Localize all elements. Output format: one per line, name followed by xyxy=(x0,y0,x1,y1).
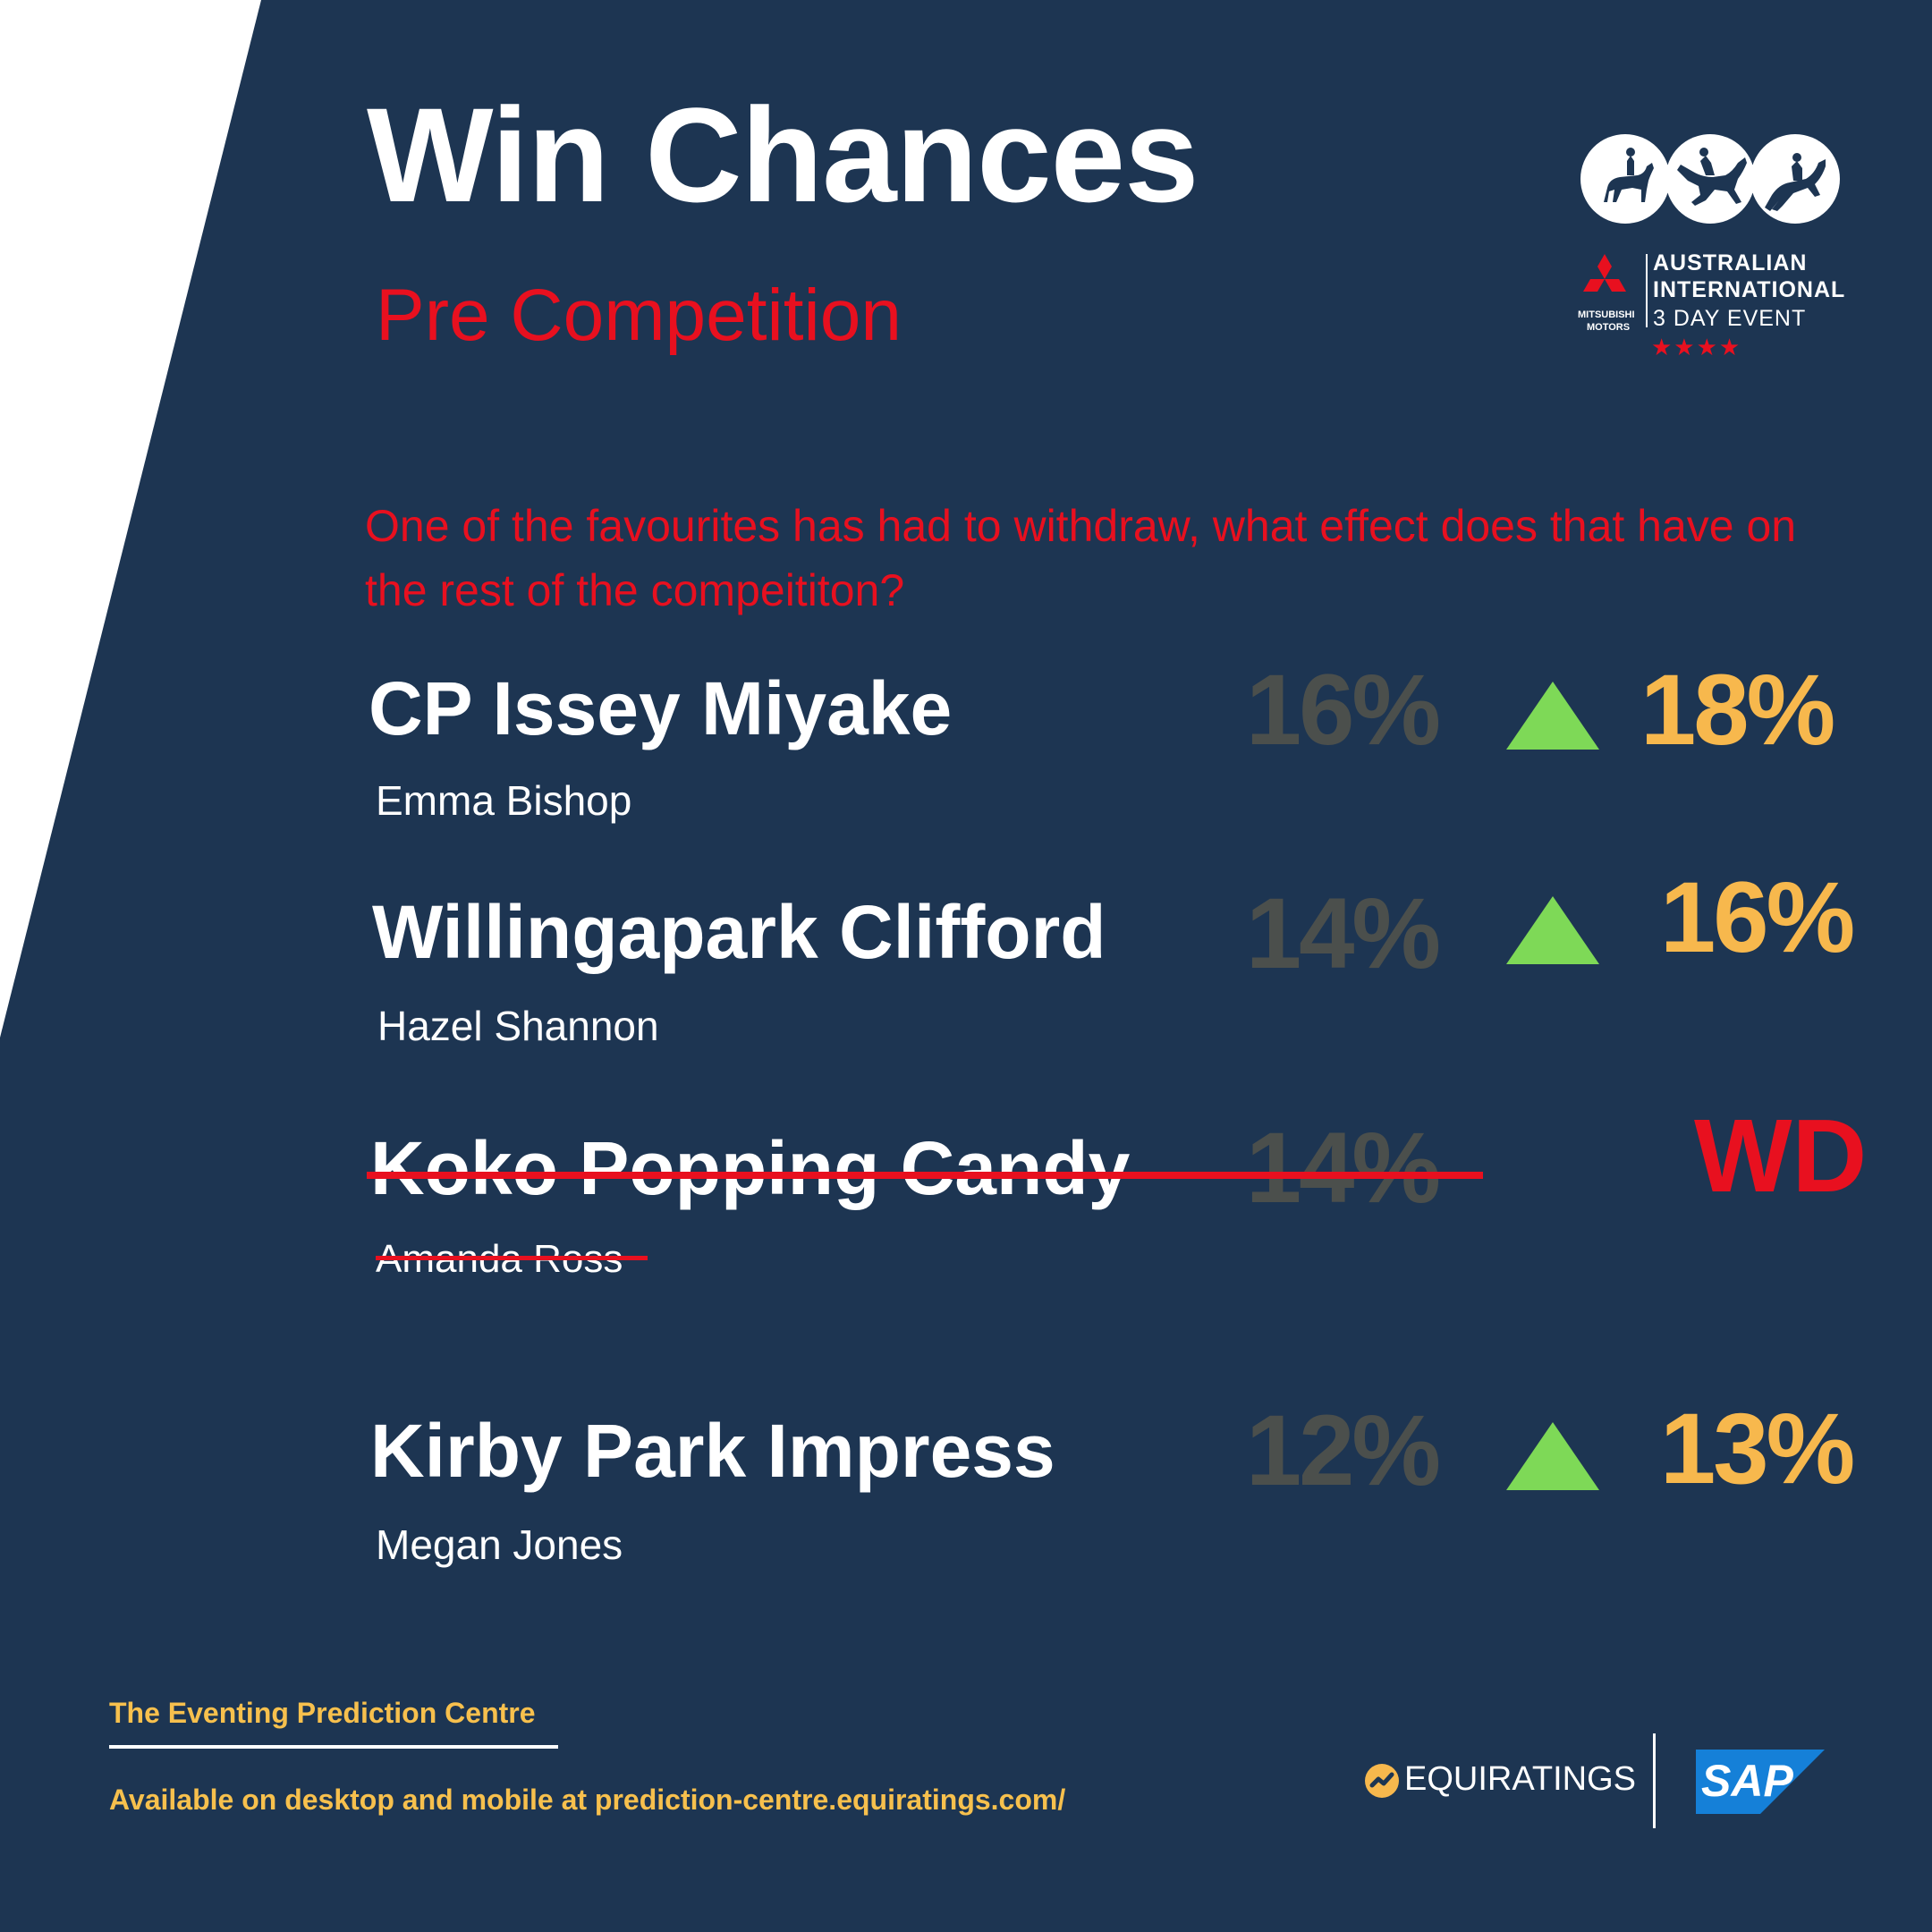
rider-name: Megan Jones xyxy=(376,1521,623,1568)
previous-win-chance: 14% xyxy=(1245,1112,1441,1224)
cross-country-icon xyxy=(1665,134,1755,224)
white-corner-wedge xyxy=(0,0,261,1038)
horse-name: Willingapark Clifford xyxy=(372,890,1106,974)
page-subtitle: Pre Competition xyxy=(376,275,902,356)
intro-question: One of the favourites has had to withdra… xyxy=(365,501,1797,615)
dressage-icon xyxy=(1580,134,1670,224)
current-win-chance: 16% xyxy=(1660,861,1855,973)
withdrawn-strikethrough xyxy=(367,1172,1483,1179)
trend-up-icon xyxy=(1506,682,1599,750)
brand-divider xyxy=(1653,1733,1656,1828)
footer-link[interactable]: Available on desktop and mobile at predi… xyxy=(109,1784,1066,1816)
equiratings-logo-icon xyxy=(1365,1764,1399,1798)
sap-brand: SAP xyxy=(1701,1756,1793,1806)
current-win-chance: 13% xyxy=(1660,1393,1855,1504)
rider-name: Hazel Shannon xyxy=(377,1003,659,1049)
sponsor-name-line2: MOTORS xyxy=(1587,322,1631,333)
footer-rule xyxy=(109,1745,558,1749)
event-name-line1: AUSTRALIAN xyxy=(1653,250,1808,275)
sponsor-name-line1: MITSUBISHI xyxy=(1578,309,1635,320)
previous-win-chance: 14% xyxy=(1245,877,1441,989)
previous-win-chance: 12% xyxy=(1245,1394,1441,1506)
logo-divider xyxy=(1646,254,1648,327)
rider-strikethrough xyxy=(376,1256,648,1260)
horse-name: CP Issey Miyake xyxy=(369,666,953,750)
show-jumping-icon xyxy=(1750,134,1840,224)
trend-up-icon xyxy=(1506,896,1599,964)
event-name-line3: 3 DAY EVENT xyxy=(1653,306,1807,331)
withdrawn-status: WD xyxy=(1694,1097,1868,1214)
trend-up-icon xyxy=(1506,1422,1599,1490)
horse-name-withdrawn: Koko Popping Candy xyxy=(370,1126,1131,1210)
footer-title: The Eventing Prediction Centre xyxy=(109,1697,536,1729)
sap-logo xyxy=(1696,1750,1825,1814)
rider-name: Emma Bishop xyxy=(376,777,632,824)
event-name-line2: INTERNATIONAL xyxy=(1653,277,1846,302)
mitsubishi-logo-icon xyxy=(1583,254,1626,292)
discipline-icons xyxy=(1580,134,1840,224)
event-stars: ★★★★ xyxy=(1651,334,1742,360)
page-title: Win Chances xyxy=(367,80,1199,230)
horse-name: Kirby Park Impress xyxy=(370,1409,1055,1493)
previous-win-chance: 16% xyxy=(1245,654,1441,766)
equiratings-brand: EQUIRATINGS xyxy=(1404,1760,1636,1798)
event-logo: MITSUBISHI MOTORS AUSTRALIAN INTERNATION… xyxy=(1578,125,1864,367)
current-win-chance: 18% xyxy=(1640,654,1835,766)
